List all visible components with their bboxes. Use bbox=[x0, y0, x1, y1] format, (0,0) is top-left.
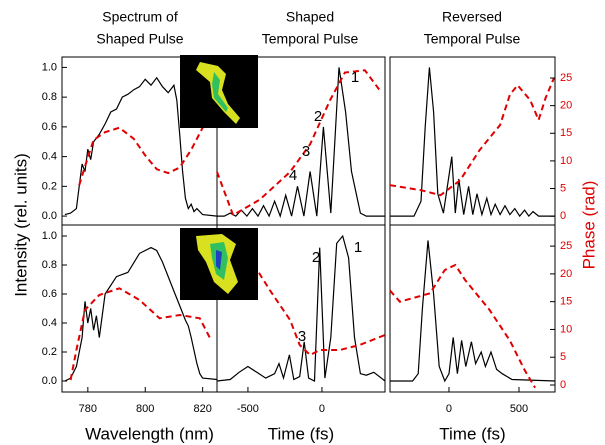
column-title: Shaped bbox=[286, 9, 334, 25]
phase-line bbox=[216, 69, 381, 217]
panel-frame bbox=[389, 56, 556, 226]
peak-annotation: 4 bbox=[289, 167, 297, 184]
y2-tick-label: 0 bbox=[560, 210, 566, 222]
column-title: Shaped Pulse bbox=[96, 31, 183, 47]
column-title: Spectrum of bbox=[102, 9, 178, 25]
y2-tick-label: 15 bbox=[560, 296, 572, 308]
panel-frame bbox=[216, 224, 386, 393]
inset-bottom bbox=[180, 228, 258, 300]
y2-tick-label: 10 bbox=[560, 323, 572, 335]
phase-line bbox=[389, 263, 536, 389]
panel-frame bbox=[389, 224, 556, 393]
y-tick-label: 0.4 bbox=[42, 317, 57, 329]
x-tick-label: 800 bbox=[136, 403, 154, 415]
plots: 0.0 0.2 0.4 0.6 0.8 1.0 Spectrum of Shaped Puls… bbox=[42, 9, 573, 444]
y-tick-label: 0.6 bbox=[42, 288, 57, 300]
y2-tick-label: 5 bbox=[560, 182, 566, 194]
y-tick-label: 0.0 bbox=[42, 375, 57, 387]
phase-line bbox=[69, 287, 213, 381]
y-tick-label: 0.2 bbox=[42, 180, 57, 192]
y2-tick-label: 20 bbox=[560, 100, 572, 112]
column-title: Temporal Pulse bbox=[424, 31, 521, 47]
intensity-line bbox=[216, 234, 386, 382]
y-tick-label: 0.8 bbox=[42, 91, 57, 103]
column-title: Reversed bbox=[442, 9, 502, 25]
y2-tick-label: 25 bbox=[560, 240, 572, 252]
y2-tick-label: 20 bbox=[560, 268, 572, 280]
y-tick-label: 0.4 bbox=[42, 151, 57, 163]
intensity-line bbox=[390, 67, 555, 218]
x-tick-label: 820 bbox=[193, 403, 211, 415]
y2-tick-label: 15 bbox=[560, 127, 572, 139]
x-axis-title: Time (fs) bbox=[439, 424, 505, 443]
y-tick-label: 0.8 bbox=[42, 259, 57, 271]
inset-peak bbox=[216, 250, 222, 270]
intensity-line bbox=[217, 67, 385, 219]
phase-line bbox=[78, 115, 215, 186]
y2-tick-label: 10 bbox=[560, 155, 572, 167]
inset-core bbox=[212, 72, 228, 112]
inset-top bbox=[180, 55, 258, 128]
peak-annotation: 2 bbox=[312, 249, 320, 266]
peak-annotation: 3 bbox=[298, 328, 306, 345]
y2-axis-title: Phase (rad) bbox=[579, 181, 598, 270]
y2-tick-label: 25 bbox=[560, 72, 572, 84]
phase-line bbox=[217, 228, 386, 357]
peak-annotation: 3 bbox=[302, 143, 310, 160]
x-tick-label: 0 bbox=[446, 403, 452, 415]
y-tick-label: 0.6 bbox=[42, 121, 57, 133]
y-axis-title: Intensity (rel. units) bbox=[11, 153, 30, 297]
column-title: Temporal Pulse bbox=[262, 31, 359, 47]
peak-annotation: 1 bbox=[351, 69, 359, 86]
y-tick-label: 0.0 bbox=[42, 210, 57, 222]
x-axis-title: Wavelength (nm) bbox=[85, 424, 214, 443]
y2-tick-label: 5 bbox=[560, 351, 566, 363]
x-tick-label: 0 bbox=[319, 403, 325, 415]
x-axis-title: Time (fs) bbox=[268, 424, 334, 443]
y2-tick-label: 0 bbox=[560, 379, 566, 391]
y-tick-label: 0.2 bbox=[42, 346, 57, 358]
y-tick-label: 1.0 bbox=[42, 230, 57, 242]
peak-annotation: 1 bbox=[354, 239, 362, 256]
x-tick-label: 780 bbox=[79, 403, 97, 415]
x-tick-label: 500 bbox=[510, 403, 528, 415]
intensity-line bbox=[390, 240, 556, 383]
phase-line bbox=[389, 77, 555, 197]
peak-annotation: 2 bbox=[314, 108, 322, 125]
x-tick-label: -500 bbox=[237, 403, 259, 415]
y-tick-label: 1.0 bbox=[42, 61, 57, 73]
